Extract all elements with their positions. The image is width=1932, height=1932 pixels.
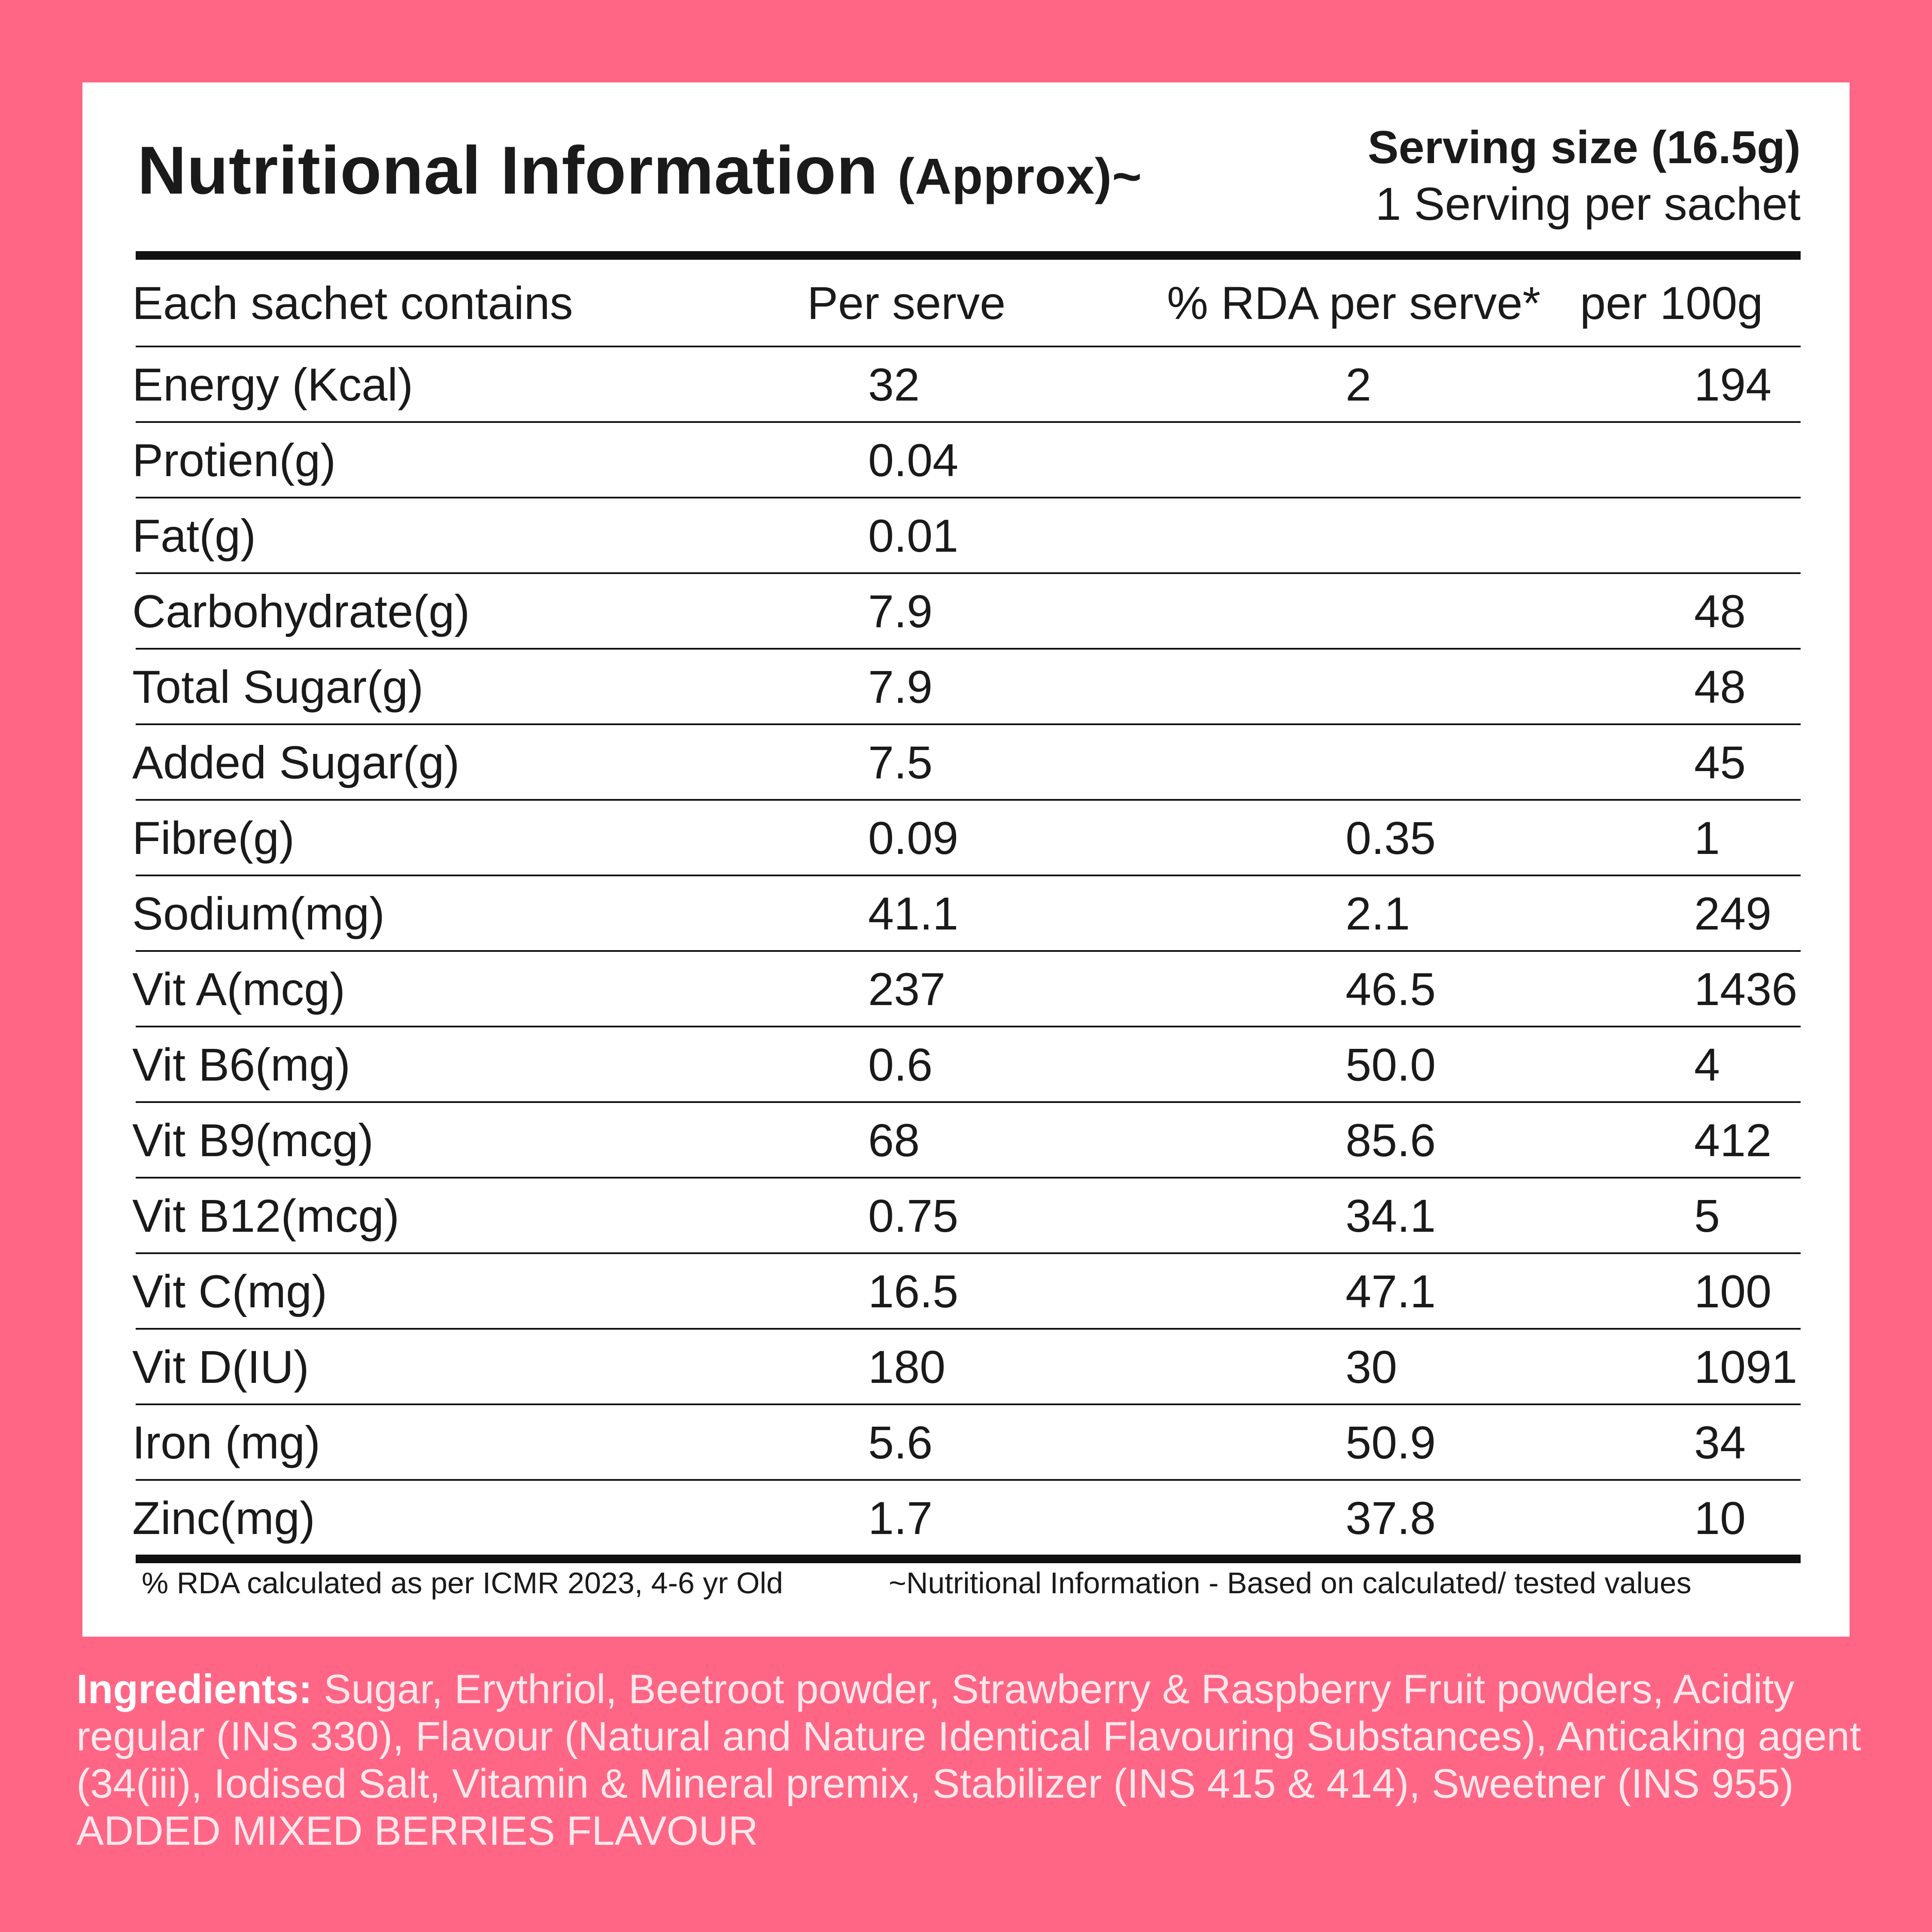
nutrient-name: Vit C(mg) xyxy=(132,1265,328,1317)
nutrient-name: Protien(g) xyxy=(132,434,336,486)
rda-value: 50.9 xyxy=(1346,1416,1436,1468)
per-100g-value: 34 xyxy=(1694,1416,1746,1468)
top-rule xyxy=(136,251,1801,260)
per-100g-value: 1 xyxy=(1694,811,1720,864)
per-serve-value: 0.75 xyxy=(868,1189,959,1242)
column-header-per-100g: per 100g xyxy=(1580,276,1763,329)
ingredients-label: Ingredients: xyxy=(76,1666,313,1712)
per-serve-value: 41.1 xyxy=(868,887,959,939)
per-100g-value: 5 xyxy=(1694,1189,1720,1242)
nutrient-name: Vit A(mcg) xyxy=(132,963,346,1015)
table-row: Energy (Kcal) 32 2 194 xyxy=(132,347,1801,423)
serving-size: Serving size (16.5g) xyxy=(1368,119,1801,176)
rda-value: 46.5 xyxy=(1346,963,1436,1015)
per-100g-value: 48 xyxy=(1694,660,1746,713)
per-serve-value: 7.9 xyxy=(868,585,933,637)
bottom-rule xyxy=(136,1555,1801,1563)
table-row: Vit C(mg) 16.5 47.1 100 xyxy=(132,1254,1801,1330)
footnotes: % RDA calculated as per ICMR 2023, 4-6 y… xyxy=(142,1566,1773,1600)
nutrient-name: Energy (Kcal) xyxy=(132,358,413,410)
nutrient-name: Zinc(mg) xyxy=(132,1492,315,1544)
per-100g-value: 45 xyxy=(1694,736,1746,788)
title-main: Nutritional Information xyxy=(137,133,878,208)
per-serve-value: 16.5 xyxy=(868,1265,959,1317)
nutrient-name: Vit B12(mcg) xyxy=(132,1189,400,1242)
serving-size-value: (16.5g) xyxy=(1651,121,1801,173)
serving-info: Serving size (16.5g) 1 Serving per sache… xyxy=(1368,119,1801,232)
nutrient-name: Iron (mg) xyxy=(132,1416,321,1468)
nutrient-name: Fibre(g) xyxy=(132,811,295,864)
rda-footnote: % RDA calculated as per ICMR 2023, 4-6 y… xyxy=(142,1566,783,1600)
table-row: Sodium(mg) 41.1 2.1 249 xyxy=(132,876,1801,952)
per-serve-value: 1.7 xyxy=(868,1492,933,1544)
column-header-rda: % RDA per serve* xyxy=(1167,276,1541,329)
rda-value: 37.8 xyxy=(1346,1492,1436,1544)
table-row: Total Sugar(g) 7.9 48 xyxy=(132,650,1801,725)
nutrient-name: Carbohydrate(g) xyxy=(132,585,470,637)
nutrient-name: Added Sugar(g) xyxy=(132,736,460,788)
serving-size-label: Serving size xyxy=(1367,121,1638,173)
per-serve-value: 7.5 xyxy=(868,736,933,788)
nutrient-name: Total Sugar(g) xyxy=(132,660,424,713)
per-100g-value: 10 xyxy=(1694,1492,1746,1544)
rda-value: 2 xyxy=(1346,358,1372,410)
table-row: Zinc(mg) 1.7 37.8 10 xyxy=(132,1481,1801,1555)
rda-value: 47.1 xyxy=(1346,1265,1436,1317)
per-100g-value: 1436 xyxy=(1694,963,1798,1015)
table-row: Vit B9(mcg) 68 85.6 412 xyxy=(132,1103,1801,1179)
per-serve-value: 0.01 xyxy=(868,509,959,562)
per-100g-value: 412 xyxy=(1694,1114,1772,1166)
per-100g-value: 1091 xyxy=(1694,1340,1798,1393)
per-100g-value: 100 xyxy=(1694,1265,1772,1317)
per-100g-value: 194 xyxy=(1694,358,1772,410)
ingredients-list: Sugar, Erythriol, Beetroot powder, Straw… xyxy=(76,1666,1861,1854)
per-100g-value: 249 xyxy=(1694,887,1772,939)
per-serve-value: 68 xyxy=(868,1114,920,1166)
nutrient-name: Sodium(mg) xyxy=(132,887,385,939)
servings-per-sachet: 1 Serving per sachet xyxy=(1375,178,1801,230)
per-serve-value: 0.6 xyxy=(868,1038,933,1091)
per-serve-value: 180 xyxy=(868,1340,946,1393)
ingredients-text: Ingredients: Sugar, Erythriol, Beetroot … xyxy=(76,1666,1880,1855)
per-serve-value: 5.6 xyxy=(868,1416,933,1468)
table-row: Vit D(IU) 180 30 1091 xyxy=(132,1330,1801,1405)
rda-value: 30 xyxy=(1346,1340,1397,1393)
nutrient-name: Vit D(IU) xyxy=(132,1340,310,1393)
title-suffix: (Approx)~ xyxy=(897,148,1142,205)
table-row: Added Sugar(g) 7.5 45 xyxy=(132,725,1801,801)
nutrient-name: Vit B6(mg) xyxy=(132,1038,351,1091)
table-row: Vit B6(mg) 0.6 50.0 4 xyxy=(132,1027,1801,1103)
per-serve-value: 0.04 xyxy=(868,434,959,486)
column-header-per-serve: Per serve xyxy=(807,276,1006,329)
table-header-row: Each sachet contains Per serve % RDA per… xyxy=(132,260,1801,347)
nutrient-name: Fat(g) xyxy=(132,509,256,562)
per-100g-value: 48 xyxy=(1694,585,1746,637)
rda-value: 34.1 xyxy=(1346,1189,1436,1242)
column-header-nutrient: Each sachet contains xyxy=(132,276,573,329)
table-row: Vit B12(mcg) 0.75 34.1 5 xyxy=(132,1179,1801,1254)
table-row: Fibre(g) 0.09 0.35 1 xyxy=(132,801,1801,876)
per-serve-value: 0.09 xyxy=(868,811,959,864)
table-row: Fat(g) 0.01 xyxy=(132,498,1801,574)
per-serve-value: 237 xyxy=(868,963,946,1015)
nutrition-table: Each sachet contains Per serve % RDA per… xyxy=(132,251,1801,1563)
rda-value: 50.0 xyxy=(1346,1038,1436,1091)
rda-value: 85.6 xyxy=(1346,1114,1436,1166)
table-row: Iron (mg) 5.6 50.9 34 xyxy=(132,1405,1801,1481)
per-serve-value: 7.9 xyxy=(868,660,933,713)
page-title: Nutritional Information (Approx)~ xyxy=(137,132,1142,210)
nutrient-name: Vit B9(mcg) xyxy=(132,1114,374,1166)
table-row: Carbohydrate(g) 7.9 48 xyxy=(132,574,1801,650)
table-row: Protien(g) 0.04 xyxy=(132,423,1801,498)
nutrition-panel: Nutritional Information (Approx)~ Servin… xyxy=(82,82,1850,1637)
rda-value: 0.35 xyxy=(1346,811,1436,864)
table-row: Vit A(mcg) 237 46.5 1436 xyxy=(132,952,1801,1027)
per-100g-value: 4 xyxy=(1694,1038,1720,1091)
rda-value: 2.1 xyxy=(1346,887,1410,939)
basis-footnote: ~Nutritional Information - Based on calc… xyxy=(889,1566,1692,1600)
per-serve-value: 32 xyxy=(868,358,920,410)
